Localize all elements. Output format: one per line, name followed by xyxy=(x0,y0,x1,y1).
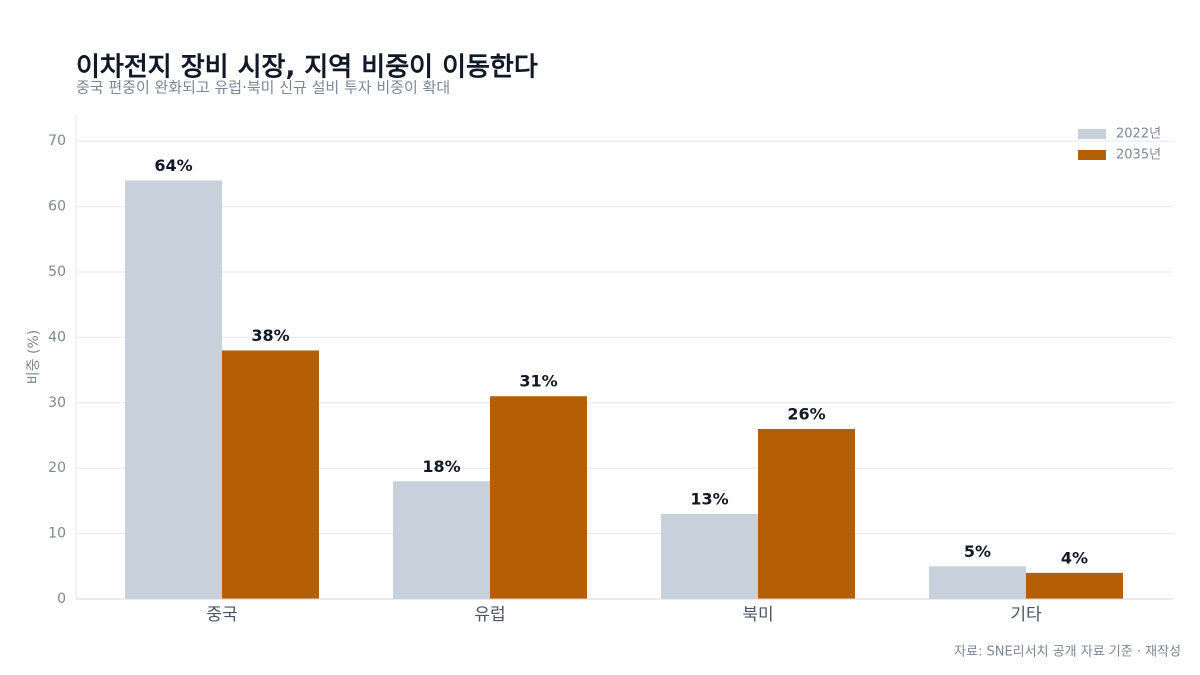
legend-swatch xyxy=(1078,129,1106,139)
value-label: 64% xyxy=(154,156,192,175)
x-tick-label: 유럽 xyxy=(474,605,505,625)
value-label: 38% xyxy=(251,326,289,345)
value-label: 13% xyxy=(690,489,728,508)
value-label: 26% xyxy=(787,404,825,423)
chart-subtitle: 중국 편중이 완화되고 유럽·북미 신규 설비 투자 비중이 확대 xyxy=(76,79,450,97)
y-tick-label: 20 xyxy=(48,460,66,476)
y-tick-label: 50 xyxy=(48,264,66,280)
bar xyxy=(393,481,490,599)
value-label: 4% xyxy=(1061,548,1088,567)
y-axis-label: 비중 (%) xyxy=(26,330,42,384)
value-label: 18% xyxy=(422,457,460,476)
bar xyxy=(490,396,587,599)
bar xyxy=(929,566,1026,599)
bar xyxy=(125,180,222,600)
bar xyxy=(222,350,319,599)
y-tick-label: 10 xyxy=(48,526,66,542)
legend-label: 2022년 xyxy=(1116,127,1161,142)
y-tick-label: 60 xyxy=(48,199,66,215)
bar xyxy=(1026,572,1123,599)
y-tick-label: 70 xyxy=(48,133,66,149)
value-label: 5% xyxy=(964,542,991,561)
bar xyxy=(661,513,758,599)
source-note: 자료: SNE리서치 공개 자료 기준 · 재작성 xyxy=(954,645,1181,660)
x-tick-label: 기타 xyxy=(1010,605,1042,625)
legend-swatch xyxy=(1078,150,1106,160)
x-tick-label: 북미 xyxy=(742,605,773,625)
y-tick-label: 0 xyxy=(57,591,66,607)
value-label: 31% xyxy=(519,372,557,391)
x-tick-label: 중국 xyxy=(206,605,237,625)
legend-label: 2035년 xyxy=(1116,148,1161,163)
chart-title: 이차전지 장비 시장, 지역 비중이 이동한다 xyxy=(76,53,538,83)
y-tick-label: 40 xyxy=(48,329,66,345)
bar xyxy=(758,428,855,599)
y-tick-label: 30 xyxy=(48,395,66,411)
